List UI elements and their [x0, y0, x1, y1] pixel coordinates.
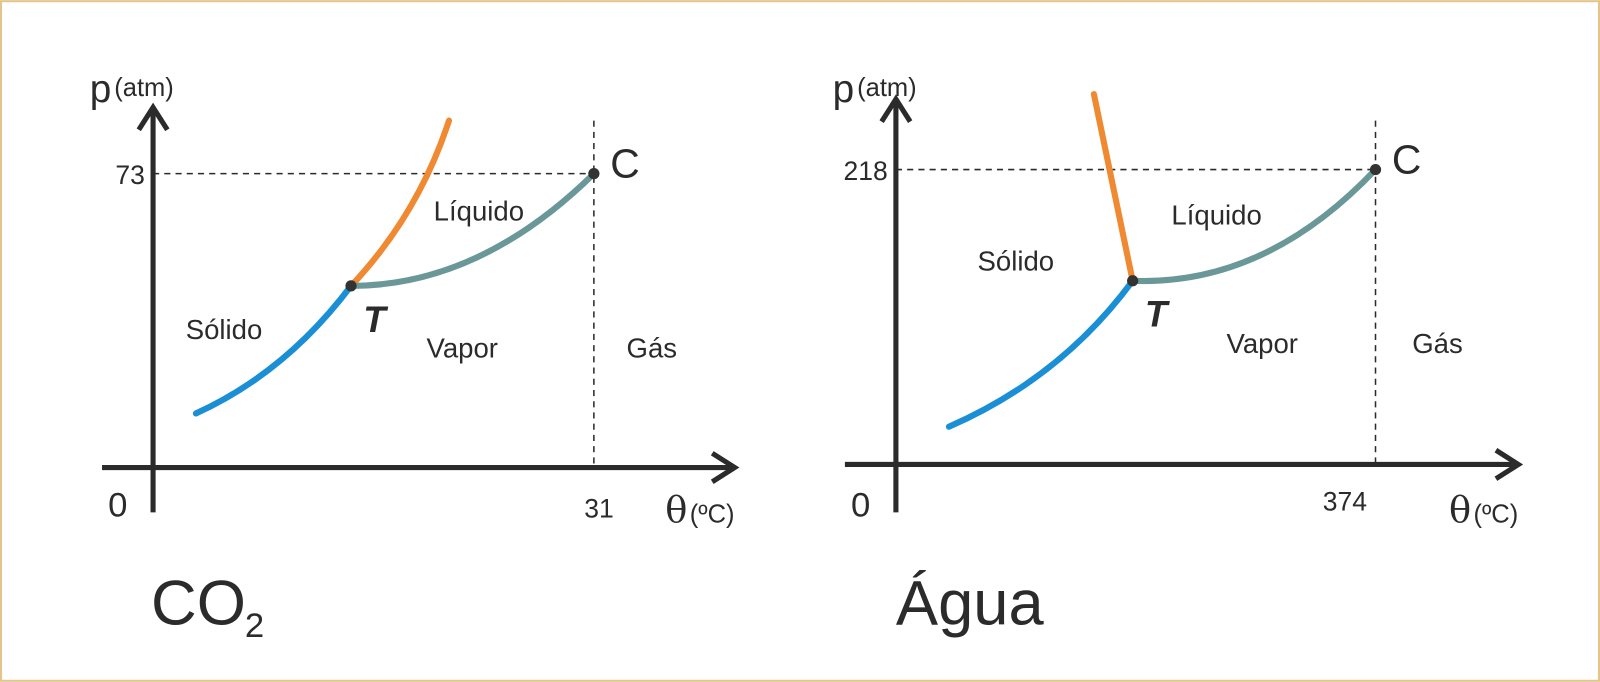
critical-point-label: C: [610, 141, 639, 187]
triple-point-label: T: [363, 299, 389, 340]
phase-diagram: p (atm) θ (ºC) 0 218 374 Sólido Líquido Vapor Gás T…: [833, 68, 1524, 639]
sublimation-curve: [192, 282, 355, 417]
title-subscript: 2: [245, 607, 264, 645]
region-label: Sólido: [978, 246, 1055, 277]
pressure-tick: 218: [844, 156, 888, 186]
origin: 0: [108, 487, 127, 525]
region-label: Vapor: [1227, 328, 1298, 359]
arrowhead: [879, 94, 913, 123]
sublimation-curve: [945, 277, 1136, 430]
y-label: p: [90, 68, 112, 111]
y-label: p: [833, 68, 855, 111]
region-label: Gás: [627, 332, 678, 363]
pressure-tick: 73: [115, 160, 145, 190]
arrowhead: [710, 451, 740, 484]
temperature-tick: 374: [1323, 486, 1367, 516]
phase-diagram: p (atm) θ (ºC) 0 73 31 Sólido Líquido Vapor Gás T C C…: [90, 68, 740, 645]
point: [345, 280, 357, 292]
y-unit: (atm): [857, 74, 917, 102]
region-label: Sólido: [186, 314, 263, 345]
arrowhead: [1494, 448, 1524, 481]
region-label: Líquido: [434, 196, 524, 227]
region-label: Líquido: [1171, 200, 1261, 231]
point: [1369, 163, 1382, 176]
x-unit: (ºC): [690, 501, 735, 529]
diagram-title: Água: [896, 569, 1045, 639]
y-unit: (atm): [114, 74, 173, 102]
fusion-curve: [1090, 91, 1136, 284]
diagram-title: CO: [151, 569, 246, 639]
triple-point-label: T: [1145, 294, 1171, 335]
x-unit: (ºC): [1473, 501, 1518, 529]
vaporization-curve: [1129, 166, 1379, 285]
x-label: θ: [1449, 489, 1471, 532]
region-label: Gás: [1412, 328, 1463, 359]
origin: 0: [851, 487, 870, 525]
fusion-curve: [347, 117, 453, 289]
x-label: θ: [665, 489, 687, 532]
point: [588, 168, 600, 180]
point: [1127, 275, 1139, 287]
arrowhead: [136, 102, 170, 132]
critical-point-label: C: [1392, 137, 1421, 183]
region-label: Vapor: [427, 332, 498, 363]
temperature-tick: 31: [584, 494, 614, 524]
vaporization-curve: [347, 170, 597, 289]
